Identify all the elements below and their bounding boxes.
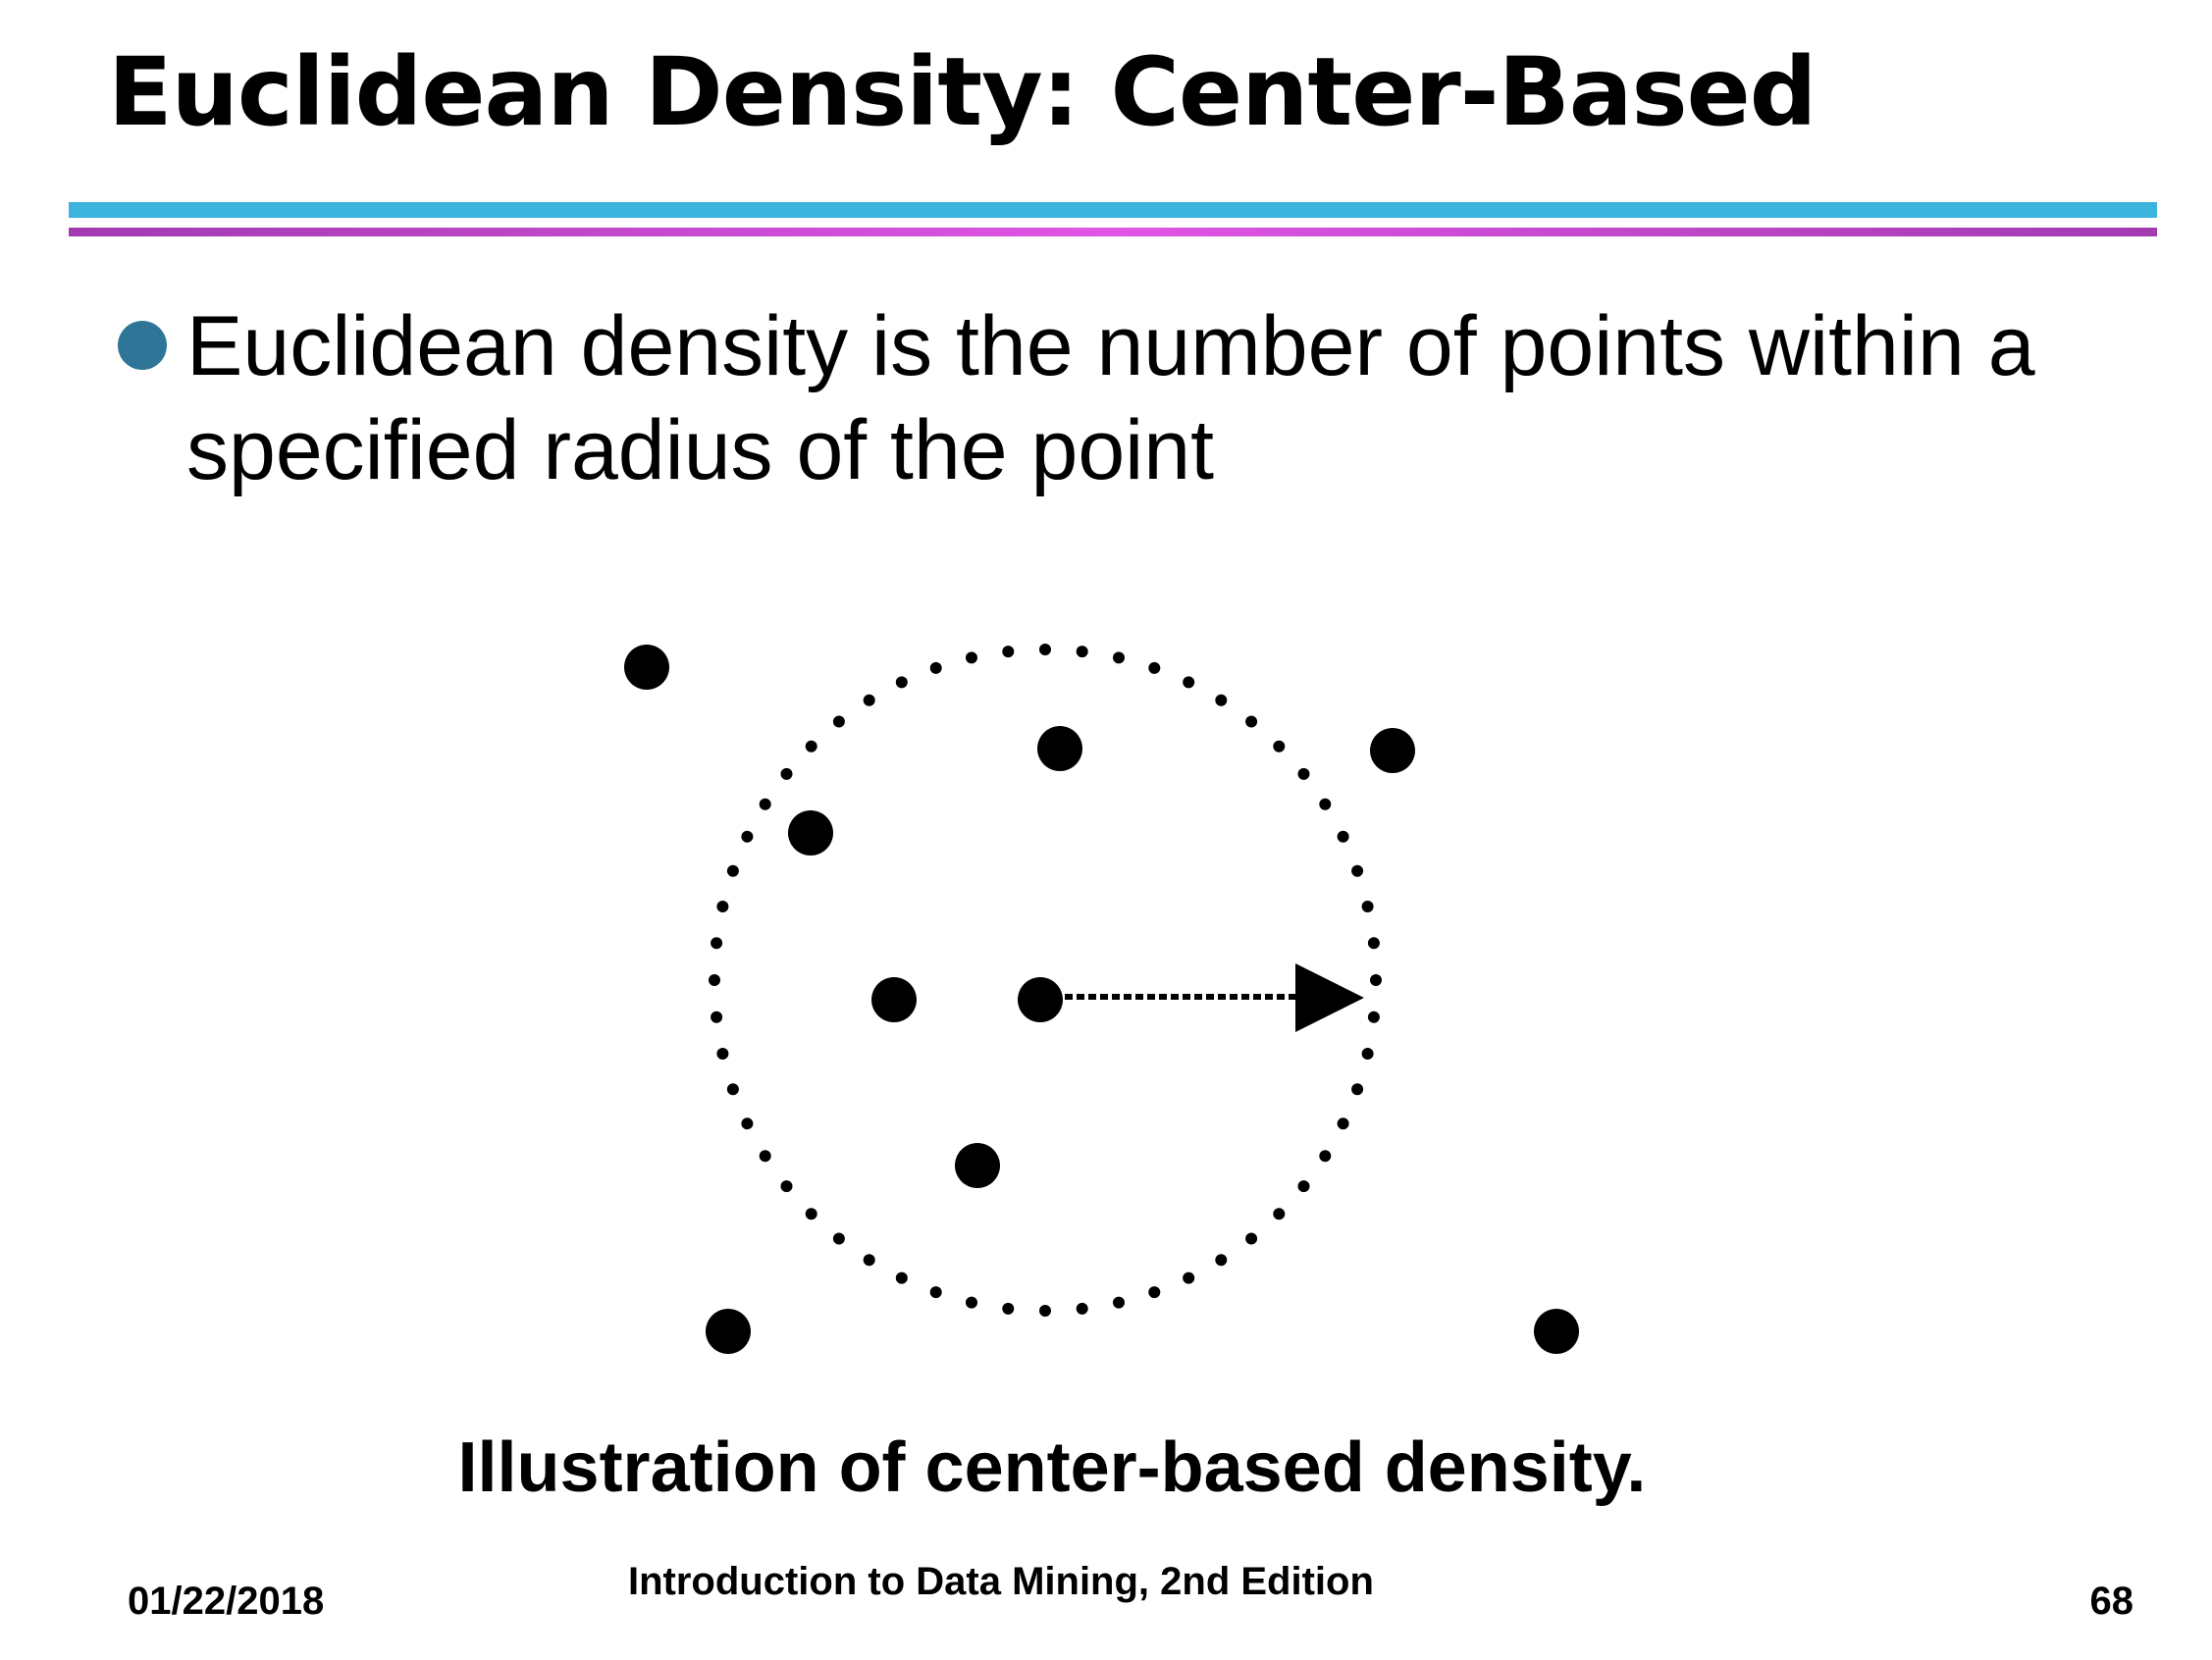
title-rule-gap (69, 218, 2157, 222)
data-point (1534, 1309, 1579, 1354)
title-rule-magenta (69, 228, 2157, 236)
footer-title: Introduction to Data Mining, 2nd Edition (628, 1560, 1374, 1603)
radius-circle-dot (1370, 974, 1382, 986)
data-point (1370, 728, 1415, 773)
center-point (1018, 977, 1063, 1022)
radius-circle-dot (1361, 901, 1374, 912)
slide-title: Euclidean Density: Center-Based (108, 37, 1817, 147)
radius-circle-dot (1113, 1296, 1125, 1309)
radius-circle-dot (1297, 767, 1310, 780)
radius-circle-dot (1183, 676, 1195, 689)
radius-circle-dot (1337, 1117, 1349, 1130)
radius-circle-dot (863, 694, 875, 706)
radius-circle-dot (1076, 1302, 1088, 1315)
data-point (706, 1309, 751, 1354)
data-point (788, 810, 833, 856)
page-number: 68 (2089, 1580, 2134, 1623)
radius-circle-dot (1319, 798, 1332, 810)
data-point (624, 645, 669, 690)
radius-circle-dot (1273, 1208, 1286, 1220)
radius-circle-dot (780, 1180, 793, 1193)
bullet-text: Euclidean density is the number of point… (186, 299, 2035, 497)
radius-circle-dot (1215, 694, 1228, 706)
radius-circle-dot (741, 830, 754, 843)
data-point (955, 1143, 1000, 1188)
radius-circle-dot (1273, 740, 1286, 752)
radius-circle-dot (759, 798, 771, 810)
radius-circle-dot (1148, 1286, 1161, 1299)
radius-circle-dot (780, 767, 793, 780)
radius-circle-dot (1245, 1232, 1258, 1245)
radius-circle-dot (759, 1150, 771, 1163)
figure-caption: Illustration of center-based density. (457, 1428, 1647, 1507)
radius-circle-dot (711, 937, 723, 950)
title-rule-blue (69, 202, 2157, 218)
radius-circle-dot (1039, 644, 1051, 655)
radius-circle-dot (1113, 651, 1125, 664)
radius-circle-dot (1361, 1048, 1374, 1060)
radius-circle-dot (832, 715, 845, 728)
radius-circle-dot (1367, 1011, 1380, 1023)
radius-circle-dot (1183, 1271, 1195, 1284)
radius-circle-dot (709, 974, 720, 986)
radius-circle (709, 644, 1382, 1317)
radius-circle-dot (895, 676, 908, 689)
radius-circle-dot (805, 740, 817, 752)
radius-circle-dot (1076, 646, 1088, 658)
radius-circle-dot (1245, 715, 1258, 728)
radius-circle-dot (1297, 1180, 1310, 1193)
radius-circle-dot (1215, 1254, 1228, 1267)
radius-arrow-head (1295, 963, 1364, 1032)
radius-circle-dot (863, 1254, 875, 1267)
radius-circle-dot (1351, 1083, 1364, 1096)
radius-circle-dot (1002, 1302, 1015, 1315)
radius-circle-dot (716, 901, 729, 912)
radius-circle-dot (895, 1271, 908, 1284)
radius-circle-dot (1148, 661, 1161, 674)
radius-circle-dot (1367, 937, 1380, 950)
radius-circle-dot (726, 864, 739, 877)
radius-circle-dot (929, 661, 942, 674)
radius-circle-dot (716, 1048, 729, 1060)
radius-circle-dot (805, 1208, 817, 1220)
radius-circle-dot (741, 1117, 754, 1130)
radius-circle-dot (726, 1083, 739, 1096)
radius-circle-dot (1351, 864, 1364, 877)
radius-circle-dot (1319, 1150, 1332, 1163)
data-point (1037, 726, 1082, 771)
radius-circle-dot (966, 651, 977, 664)
data-point (871, 977, 917, 1022)
radius-circle-dot (1002, 646, 1015, 658)
radius-circle-dot (832, 1232, 845, 1245)
radius-circle-dot (711, 1011, 723, 1023)
radius-circle-dot (1337, 830, 1349, 843)
bullet-dot-icon (118, 321, 167, 370)
radius-circle-dot (966, 1296, 977, 1309)
footer-date: 01/22/2018 (128, 1580, 325, 1623)
radius-circle-dot (1039, 1305, 1051, 1317)
radius-circle-dot (929, 1286, 942, 1299)
